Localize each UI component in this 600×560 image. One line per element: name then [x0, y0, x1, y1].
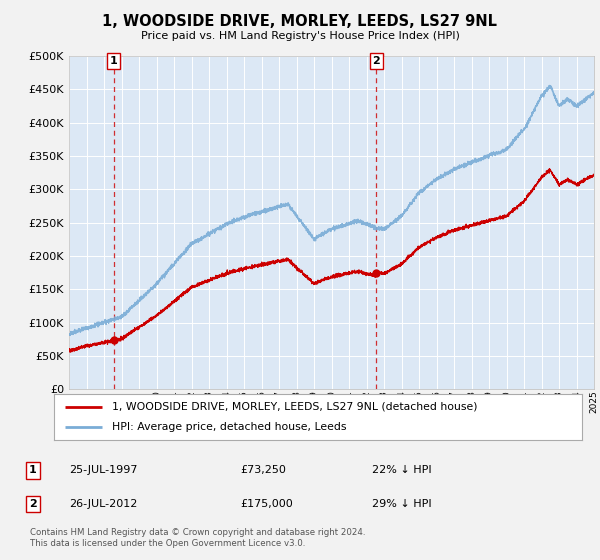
Text: 2: 2	[373, 56, 380, 66]
Text: 2: 2	[29, 499, 37, 509]
Text: Contains HM Land Registry data © Crown copyright and database right 2024.
This d: Contains HM Land Registry data © Crown c…	[30, 528, 365, 548]
Text: 29% ↓ HPI: 29% ↓ HPI	[372, 499, 431, 509]
Text: Price paid vs. HM Land Registry's House Price Index (HPI): Price paid vs. HM Land Registry's House …	[140, 31, 460, 41]
Text: 1: 1	[110, 56, 118, 66]
Text: 25-JUL-1997: 25-JUL-1997	[69, 465, 137, 475]
Text: HPI: Average price, detached house, Leeds: HPI: Average price, detached house, Leed…	[112, 422, 347, 432]
Text: 22% ↓ HPI: 22% ↓ HPI	[372, 465, 431, 475]
Text: 1: 1	[29, 465, 37, 475]
Text: 26-JUL-2012: 26-JUL-2012	[69, 499, 137, 509]
Text: 1, WOODSIDE DRIVE, MORLEY, LEEDS, LS27 9NL (detached house): 1, WOODSIDE DRIVE, MORLEY, LEEDS, LS27 9…	[112, 402, 478, 412]
Text: £175,000: £175,000	[240, 499, 293, 509]
Text: 1, WOODSIDE DRIVE, MORLEY, LEEDS, LS27 9NL: 1, WOODSIDE DRIVE, MORLEY, LEEDS, LS27 9…	[103, 14, 497, 29]
Text: £73,250: £73,250	[240, 465, 286, 475]
